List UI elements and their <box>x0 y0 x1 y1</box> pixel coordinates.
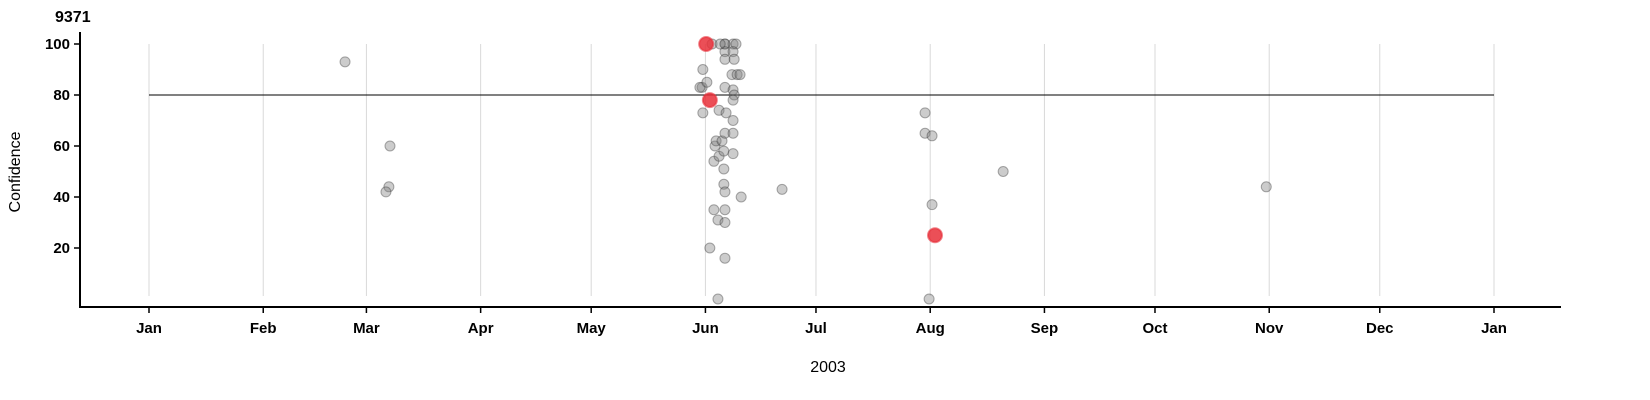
data-point <box>997 166 1009 177</box>
data-point <box>719 127 731 139</box>
data-point <box>708 204 720 216</box>
x-tick-label: Jun <box>692 320 719 337</box>
data-point <box>726 69 738 81</box>
data-point <box>694 81 706 93</box>
x-tick-label: Mar <box>353 320 380 337</box>
data-point <box>719 81 731 93</box>
data-point <box>708 155 720 167</box>
data-point <box>926 130 938 142</box>
highlight-point <box>701 92 718 109</box>
data-point <box>701 76 713 88</box>
data-point <box>727 148 739 160</box>
data-point <box>714 38 726 50</box>
data-point <box>730 38 742 50</box>
x-tick-label: Dec <box>1366 320 1394 337</box>
data-point <box>727 84 739 96</box>
data-point <box>710 135 722 147</box>
data-point <box>719 217 731 228</box>
data-point <box>728 53 740 65</box>
data-point <box>718 178 730 190</box>
y-tick-label: 100 <box>45 36 70 53</box>
y-tick-label: 40 <box>53 189 70 206</box>
data-point <box>696 81 708 93</box>
x-tick-label: Nov <box>1255 320 1284 337</box>
x-tick-label: Feb <box>250 320 277 337</box>
x-tick-label: Jan <box>1481 320 1507 337</box>
data-point <box>380 186 392 198</box>
data-point <box>383 181 395 193</box>
x-tick-label: Jan <box>136 320 162 337</box>
x-tick-label: Sep <box>1031 320 1059 337</box>
highlight-point <box>926 227 943 244</box>
y-tick-label: 20 <box>53 240 70 257</box>
x-tick-label: May <box>577 320 607 337</box>
data-point <box>339 56 351 68</box>
data-point <box>776 183 788 195</box>
data-point <box>718 163 730 175</box>
data-point <box>926 199 938 211</box>
y-tick-label: 60 <box>53 138 70 155</box>
x-tick-label: Jul <box>805 320 827 337</box>
data-point <box>713 104 725 116</box>
y-tick-label: 80 <box>53 87 70 104</box>
x-tick-label: Oct <box>1142 320 1167 337</box>
data-point <box>727 94 739 106</box>
data-point <box>919 127 931 139</box>
data-point <box>697 107 709 119</box>
data-point <box>720 107 732 119</box>
data-point <box>384 140 396 152</box>
data-point <box>728 89 740 101</box>
data-point <box>709 140 721 152</box>
data-point <box>727 127 739 139</box>
data-point <box>719 252 731 264</box>
data-point <box>719 38 731 50</box>
data-point <box>713 150 725 162</box>
x-axis-label: 2003 <box>810 359 846 376</box>
y-axis-label: Confidence <box>7 131 24 212</box>
data-point <box>697 64 709 75</box>
data-point <box>923 293 935 305</box>
data-point <box>704 242 716 254</box>
x-tick-label: Aug <box>916 320 945 337</box>
data-point <box>719 53 731 65</box>
data-point <box>719 46 731 58</box>
data-point <box>727 46 739 58</box>
data-point <box>719 186 731 198</box>
data-point <box>731 69 743 81</box>
data-point <box>727 38 739 50</box>
data-point <box>727 115 739 126</box>
data-point <box>734 69 746 81</box>
highlight-point <box>698 36 715 52</box>
data-point <box>919 107 931 119</box>
data-point <box>712 214 724 226</box>
chart-title: 9371 <box>55 9 91 26</box>
data-point <box>735 191 747 203</box>
data-point <box>719 204 731 216</box>
data-point <box>718 145 730 157</box>
data-point <box>716 135 728 147</box>
data-point <box>712 293 724 305</box>
data-point <box>719 38 731 50</box>
x-tick-label: Apr <box>468 320 494 337</box>
data-point <box>1260 181 1272 193</box>
